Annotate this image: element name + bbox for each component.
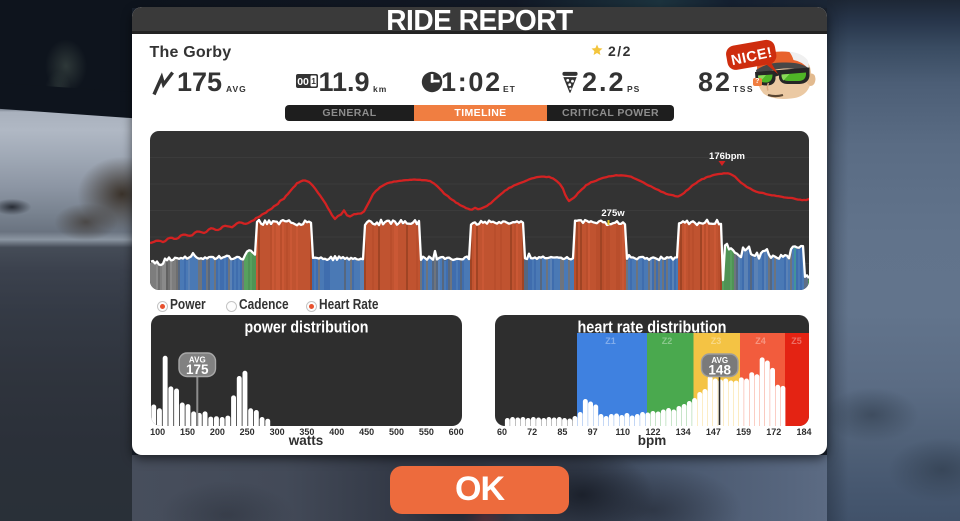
svg-text:1: 1 — [311, 76, 316, 86]
svg-text:Z4: Z4 — [755, 336, 766, 346]
svg-text:148: 148 — [708, 363, 731, 378]
svg-text:heart rate distribution: heart rate distribution — [578, 319, 727, 337]
svg-text:00: 00 — [297, 76, 309, 88]
svg-text:Z5: Z5 — [791, 336, 802, 346]
svg-text:175: 175 — [186, 362, 209, 377]
svg-text:AVG: AVG — [711, 356, 728, 365]
svg-text:AVG: AVG — [189, 356, 206, 365]
svg-text:275w: 275w — [601, 208, 625, 219]
svg-text:Z1: Z1 — [605, 336, 616, 346]
svg-text:Z3: Z3 — [711, 336, 722, 346]
svg-text:176bpm: 176bpm — [709, 151, 745, 162]
svg-text:Z2: Z2 — [662, 336, 673, 346]
svg-text:power distribution: power distribution — [245, 319, 369, 337]
